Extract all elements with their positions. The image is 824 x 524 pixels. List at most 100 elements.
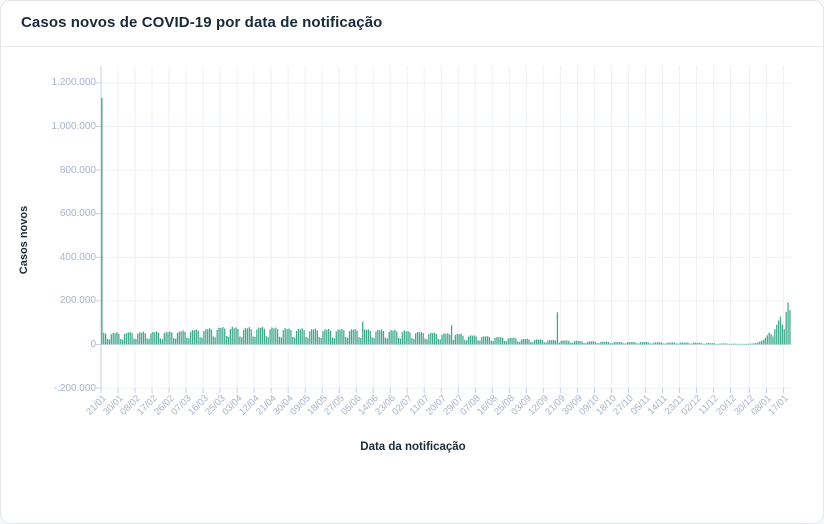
bar[interactable] bbox=[278, 336, 281, 345]
bar[interactable] bbox=[700, 343, 702, 345]
bar[interactable] bbox=[367, 329, 370, 345]
bar[interactable] bbox=[267, 337, 269, 345]
bar[interactable] bbox=[562, 340, 564, 345]
bar[interactable] bbox=[394, 329, 396, 345]
bar[interactable] bbox=[305, 337, 307, 345]
bar[interactable] bbox=[365, 330, 368, 345]
bar[interactable] bbox=[723, 343, 725, 345]
bar[interactable] bbox=[719, 343, 721, 345]
bar[interactable] bbox=[396, 331, 398, 345]
bar[interactable] bbox=[520, 339, 523, 345]
bar[interactable] bbox=[449, 334, 451, 345]
bar[interactable] bbox=[777, 320, 780, 345]
bar[interactable] bbox=[643, 342, 646, 345]
bar[interactable] bbox=[165, 331, 167, 345]
bar[interactable] bbox=[749, 343, 751, 345]
bar[interactable] bbox=[471, 335, 474, 345]
bar[interactable] bbox=[106, 338, 109, 345]
bar[interactable] bbox=[553, 339, 555, 345]
bar[interactable] bbox=[441, 334, 443, 345]
bar[interactable] bbox=[477, 340, 479, 345]
bar[interactable] bbox=[371, 337, 373, 345]
bar[interactable] bbox=[687, 342, 689, 345]
bar[interactable] bbox=[433, 332, 436, 345]
bar[interactable] bbox=[628, 342, 630, 345]
bar[interactable] bbox=[237, 328, 239, 345]
bar[interactable] bbox=[125, 333, 128, 345]
bar[interactable] bbox=[171, 332, 173, 345]
bar[interactable] bbox=[407, 331, 409, 345]
bar[interactable] bbox=[568, 340, 570, 345]
bar[interactable] bbox=[261, 326, 264, 345]
bar[interactable] bbox=[570, 342, 572, 345]
bar[interactable] bbox=[390, 330, 392, 345]
bar[interactable] bbox=[530, 341, 532, 345]
bar[interactable] bbox=[137, 333, 139, 345]
bar[interactable] bbox=[415, 333, 417, 345]
bar[interactable] bbox=[244, 327, 247, 345]
bar[interactable] bbox=[242, 329, 245, 345]
bar[interactable] bbox=[647, 342, 649, 345]
bar[interactable] bbox=[755, 342, 757, 345]
bar[interactable] bbox=[225, 336, 228, 345]
bar[interactable] bbox=[354, 329, 356, 345]
bar[interactable] bbox=[492, 341, 494, 345]
bar[interactable] bbox=[668, 342, 670, 345]
bar[interactable] bbox=[692, 342, 695, 345]
bar[interactable] bbox=[299, 329, 301, 345]
bar[interactable] bbox=[479, 340, 481, 345]
bar[interactable] bbox=[435, 333, 438, 345]
bar[interactable] bbox=[696, 342, 698, 345]
bar[interactable] bbox=[604, 341, 606, 345]
bar[interactable] bbox=[167, 332, 169, 345]
bar[interactable] bbox=[208, 328, 211, 345]
bar[interactable] bbox=[133, 338, 135, 345]
bar[interactable] bbox=[140, 332, 143, 345]
bar[interactable] bbox=[770, 334, 772, 345]
bar[interactable] bbox=[726, 343, 729, 345]
bar[interactable] bbox=[428, 334, 430, 345]
bar[interactable] bbox=[413, 338, 415, 345]
bar[interactable] bbox=[214, 337, 216, 345]
bar[interactable] bbox=[273, 328, 275, 345]
bar[interactable] bbox=[498, 337, 500, 345]
bar[interactable] bbox=[118, 333, 120, 345]
bar[interactable] bbox=[420, 331, 422, 345]
bar[interactable] bbox=[581, 341, 583, 345]
bar[interactable] bbox=[621, 342, 623, 345]
bar[interactable] bbox=[656, 342, 659, 345]
bar[interactable] bbox=[740, 343, 742, 345]
bar[interactable] bbox=[732, 343, 734, 345]
bars-layer[interactable] bbox=[101, 97, 791, 345]
bar[interactable] bbox=[753, 343, 755, 345]
bar[interactable] bbox=[675, 343, 678, 345]
bar[interactable] bbox=[651, 343, 653, 345]
bar[interactable] bbox=[592, 341, 594, 345]
bar[interactable] bbox=[689, 343, 691, 345]
bar[interactable] bbox=[554, 340, 557, 345]
bar[interactable] bbox=[706, 343, 708, 345]
bar[interactable] bbox=[152, 332, 154, 345]
bar[interactable] bbox=[127, 332, 129, 345]
bar[interactable] bbox=[715, 343, 717, 345]
bar[interactable] bbox=[730, 343, 732, 345]
bar[interactable] bbox=[231, 326, 233, 345]
bar[interactable] bbox=[169, 331, 171, 345]
bar[interactable] bbox=[677, 343, 680, 345]
bar[interactable] bbox=[392, 330, 394, 345]
bar[interactable] bbox=[373, 338, 375, 345]
bar[interactable] bbox=[645, 341, 647, 345]
bar[interactable] bbox=[745, 343, 748, 345]
bar[interactable] bbox=[509, 337, 511, 345]
bar[interactable] bbox=[573, 341, 576, 345]
bar[interactable] bbox=[484, 336, 487, 345]
bar[interactable] bbox=[212, 336, 215, 345]
bar[interactable] bbox=[201, 337, 203, 345]
bar[interactable] bbox=[191, 330, 194, 345]
bar[interactable] bbox=[292, 336, 294, 345]
bar[interactable] bbox=[188, 338, 190, 345]
bar[interactable] bbox=[430, 332, 432, 345]
bar[interactable] bbox=[103, 332, 105, 345]
bar[interactable] bbox=[483, 336, 485, 345]
bar[interactable] bbox=[488, 337, 491, 345]
